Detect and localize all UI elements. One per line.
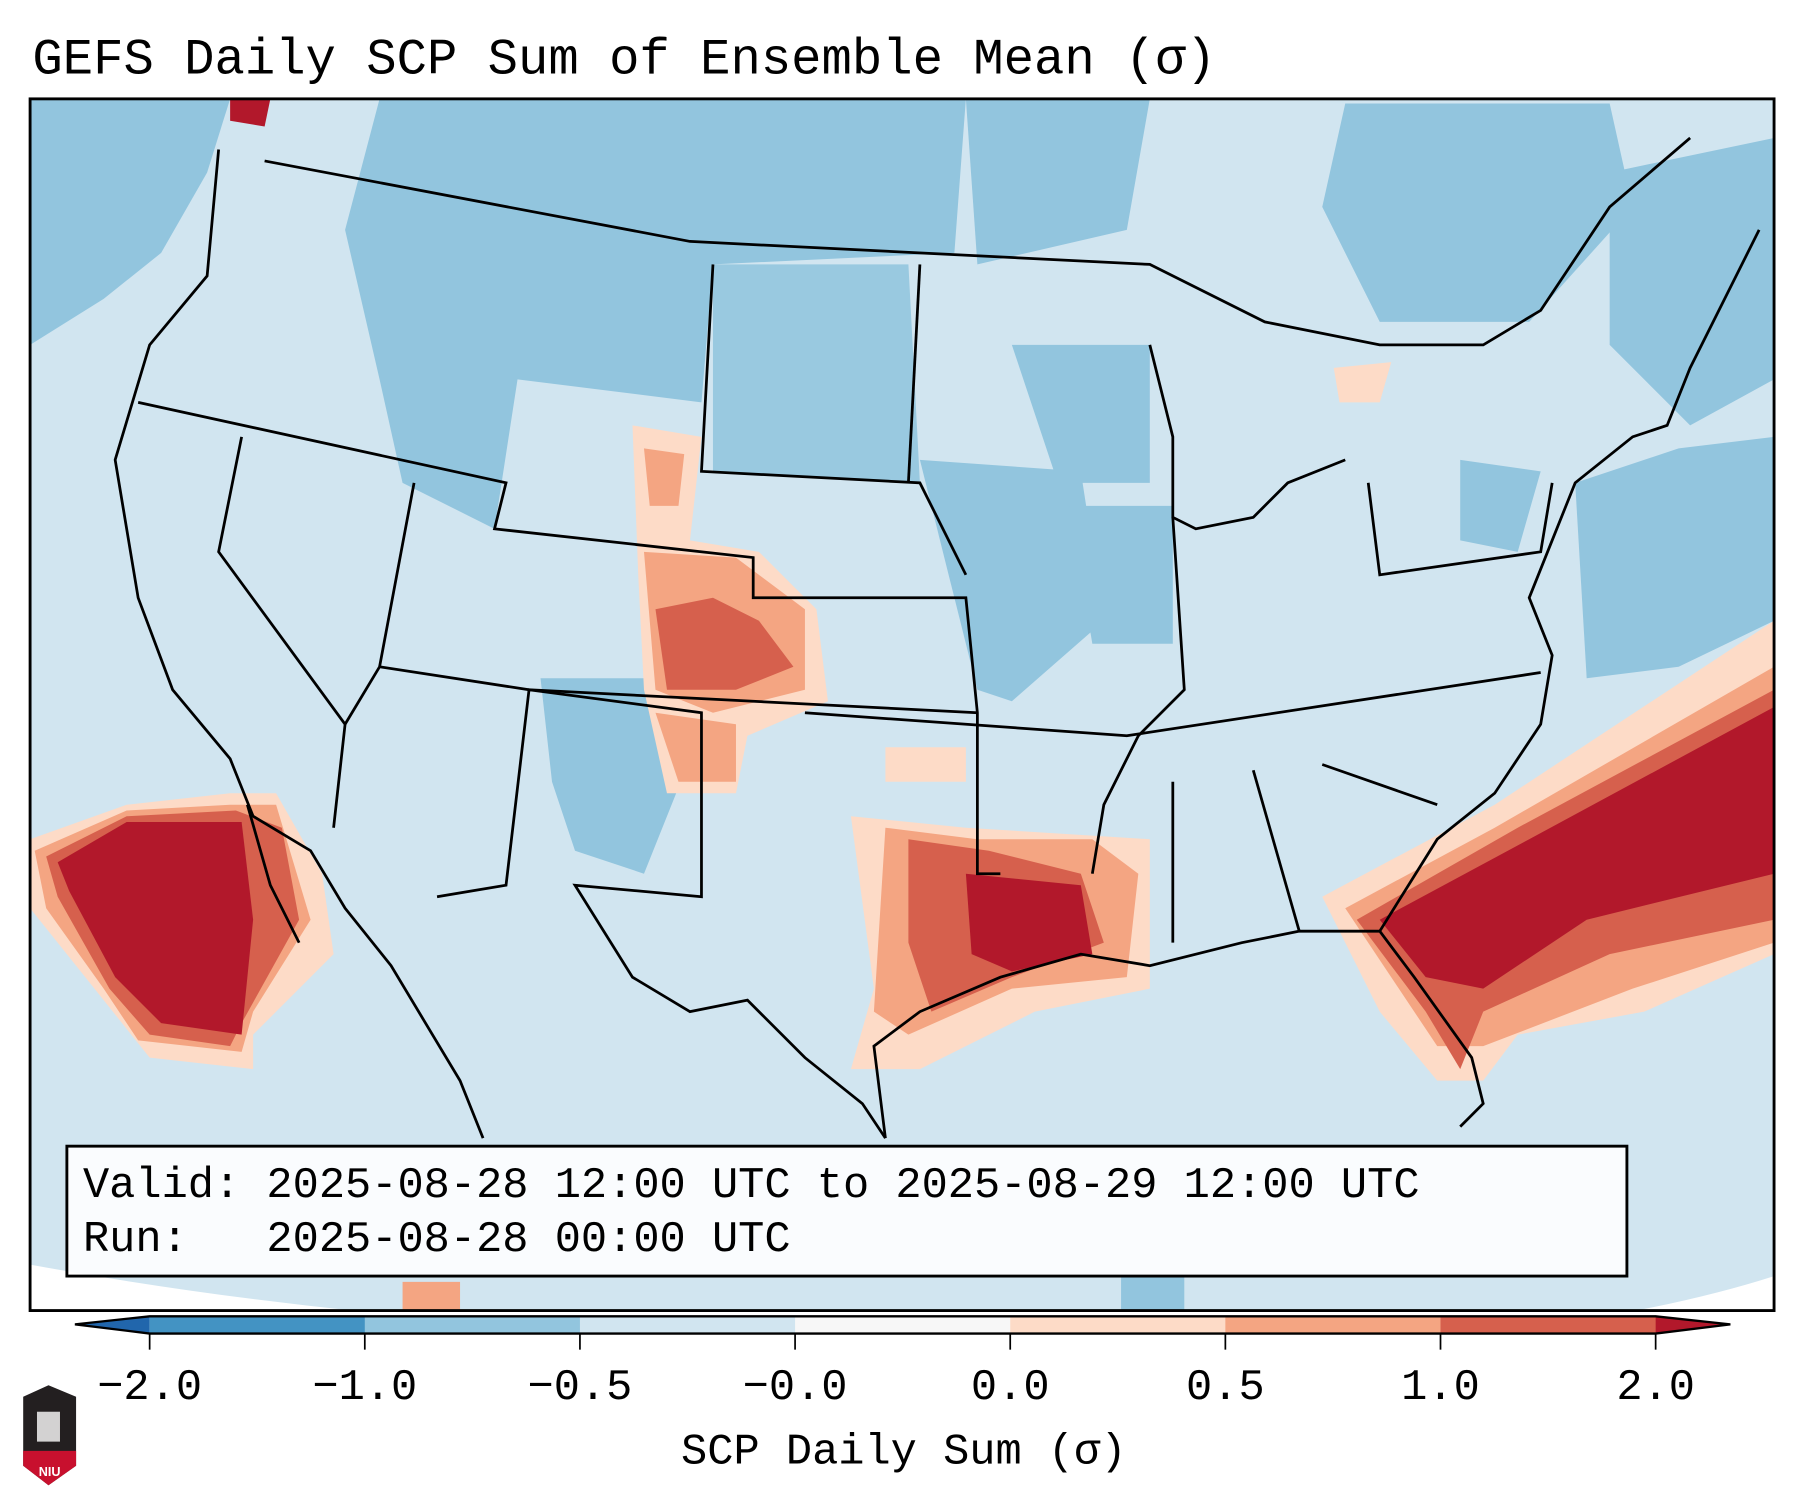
boundaries (113, 136, 1761, 1139)
colorbar-tick-label: 2.0 (1616, 1364, 1695, 1413)
negative-anomaly-areas (30, 98, 1775, 1311)
page-title: GEFS Daily SCP Sum of Ensemble Mean (σ) (32, 33, 1216, 90)
colorbar-segment (149, 1316, 366, 1334)
valid-time-text: Valid: 2025-08-28 12:00 UTC to 2025-08-2… (83, 1162, 1420, 1211)
colorbar-extend-low (74, 1316, 150, 1334)
colorbar-tick-label: 0.5 (1186, 1364, 1265, 1413)
niu-logo-text: NIU (39, 1465, 61, 1479)
colorbar-extend-high (1655, 1316, 1731, 1334)
colorbar-tick-label: 1.0 (1401, 1364, 1480, 1413)
colorbar-segment (364, 1316, 581, 1334)
colorbar-tick-label: −1.0 (312, 1364, 417, 1413)
projection-edge (30, 1264, 353, 1311)
colorbar-tick-label: −0.5 (528, 1364, 633, 1413)
positive-anomaly-areas (30, 98, 1775, 1311)
run-time-text: Run: 2025-08-28 00:00 UTC (83, 1216, 791, 1265)
colorbar-tick-label: −2.0 (97, 1364, 202, 1413)
colorbar-label: SCP Daily Sum (σ) (681, 1428, 1127, 1477)
colorbar-segment (795, 1316, 1011, 1334)
colorbar-segment (1010, 1316, 1226, 1334)
niu-logo: NIU (23, 1385, 77, 1486)
map-panel: Valid: 2025-08-28 12:00 UTC to 2025-08-2… (28, 97, 1776, 1313)
colorbar: −2.0 −1.0 −0.5 −0.0 0.0 0.5 1.0 2.0 SCP Daily S… (74, 1315, 1731, 1477)
colorbar-tick-label: 0.0 (971, 1364, 1050, 1413)
colorbar-tick-label: −0.0 (743, 1364, 848, 1413)
map-frame (28, 97, 1776, 1313)
colorbar-segment (1225, 1316, 1442, 1334)
colorbar-segment (579, 1316, 796, 1334)
colorbar-segment (1440, 1316, 1657, 1334)
info-box: Valid: 2025-08-28 12:00 UTC to 2025-08-2… (65, 1144, 1629, 1278)
